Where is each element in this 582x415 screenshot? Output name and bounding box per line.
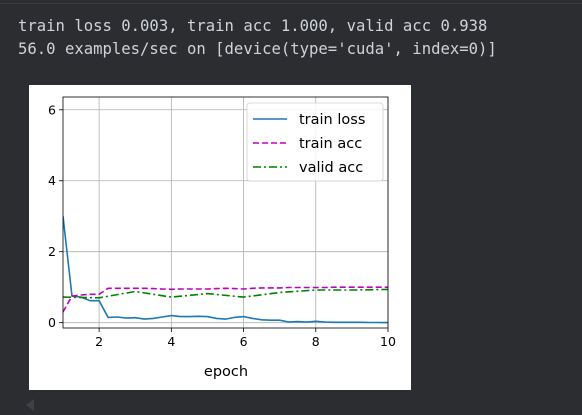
x-axis-label: epoch: [204, 364, 248, 380]
legend-label: valid acc: [299, 160, 363, 176]
y-tick-label: 4: [48, 173, 56, 188]
data-line: [63, 288, 388, 299]
data-line: [63, 216, 388, 324]
x-tick-label: 8: [312, 334, 320, 349]
y-tick-label: 6: [48, 102, 56, 117]
legend-box: [246, 102, 384, 182]
chart: epoch 2 4 6 8 10 0 2 4 6 train loss train acc valid…: [29, 85, 411, 390]
plot-frame: [62, 96, 389, 329]
x-tick-label: 4: [167, 334, 175, 349]
x-tick-label: 6: [240, 334, 248, 349]
x-tick-label: 2: [95, 334, 103, 349]
scroll-indicator: [26, 399, 34, 411]
top-border: [0, 3, 582, 4]
legend-label: train acc: [299, 136, 362, 152]
x-tick-label: 10: [380, 334, 396, 349]
y-tick-label: 2: [48, 244, 56, 259]
y-tick-label: 0: [48, 315, 56, 330]
output-line: 56.0 examples/sec on [device(type='cuda'…: [18, 40, 497, 58]
output-line: train loss 0.003, train acc 1.000, valid…: [18, 17, 488, 35]
legend-label: train loss: [299, 112, 365, 128]
data-line: [63, 286, 388, 313]
